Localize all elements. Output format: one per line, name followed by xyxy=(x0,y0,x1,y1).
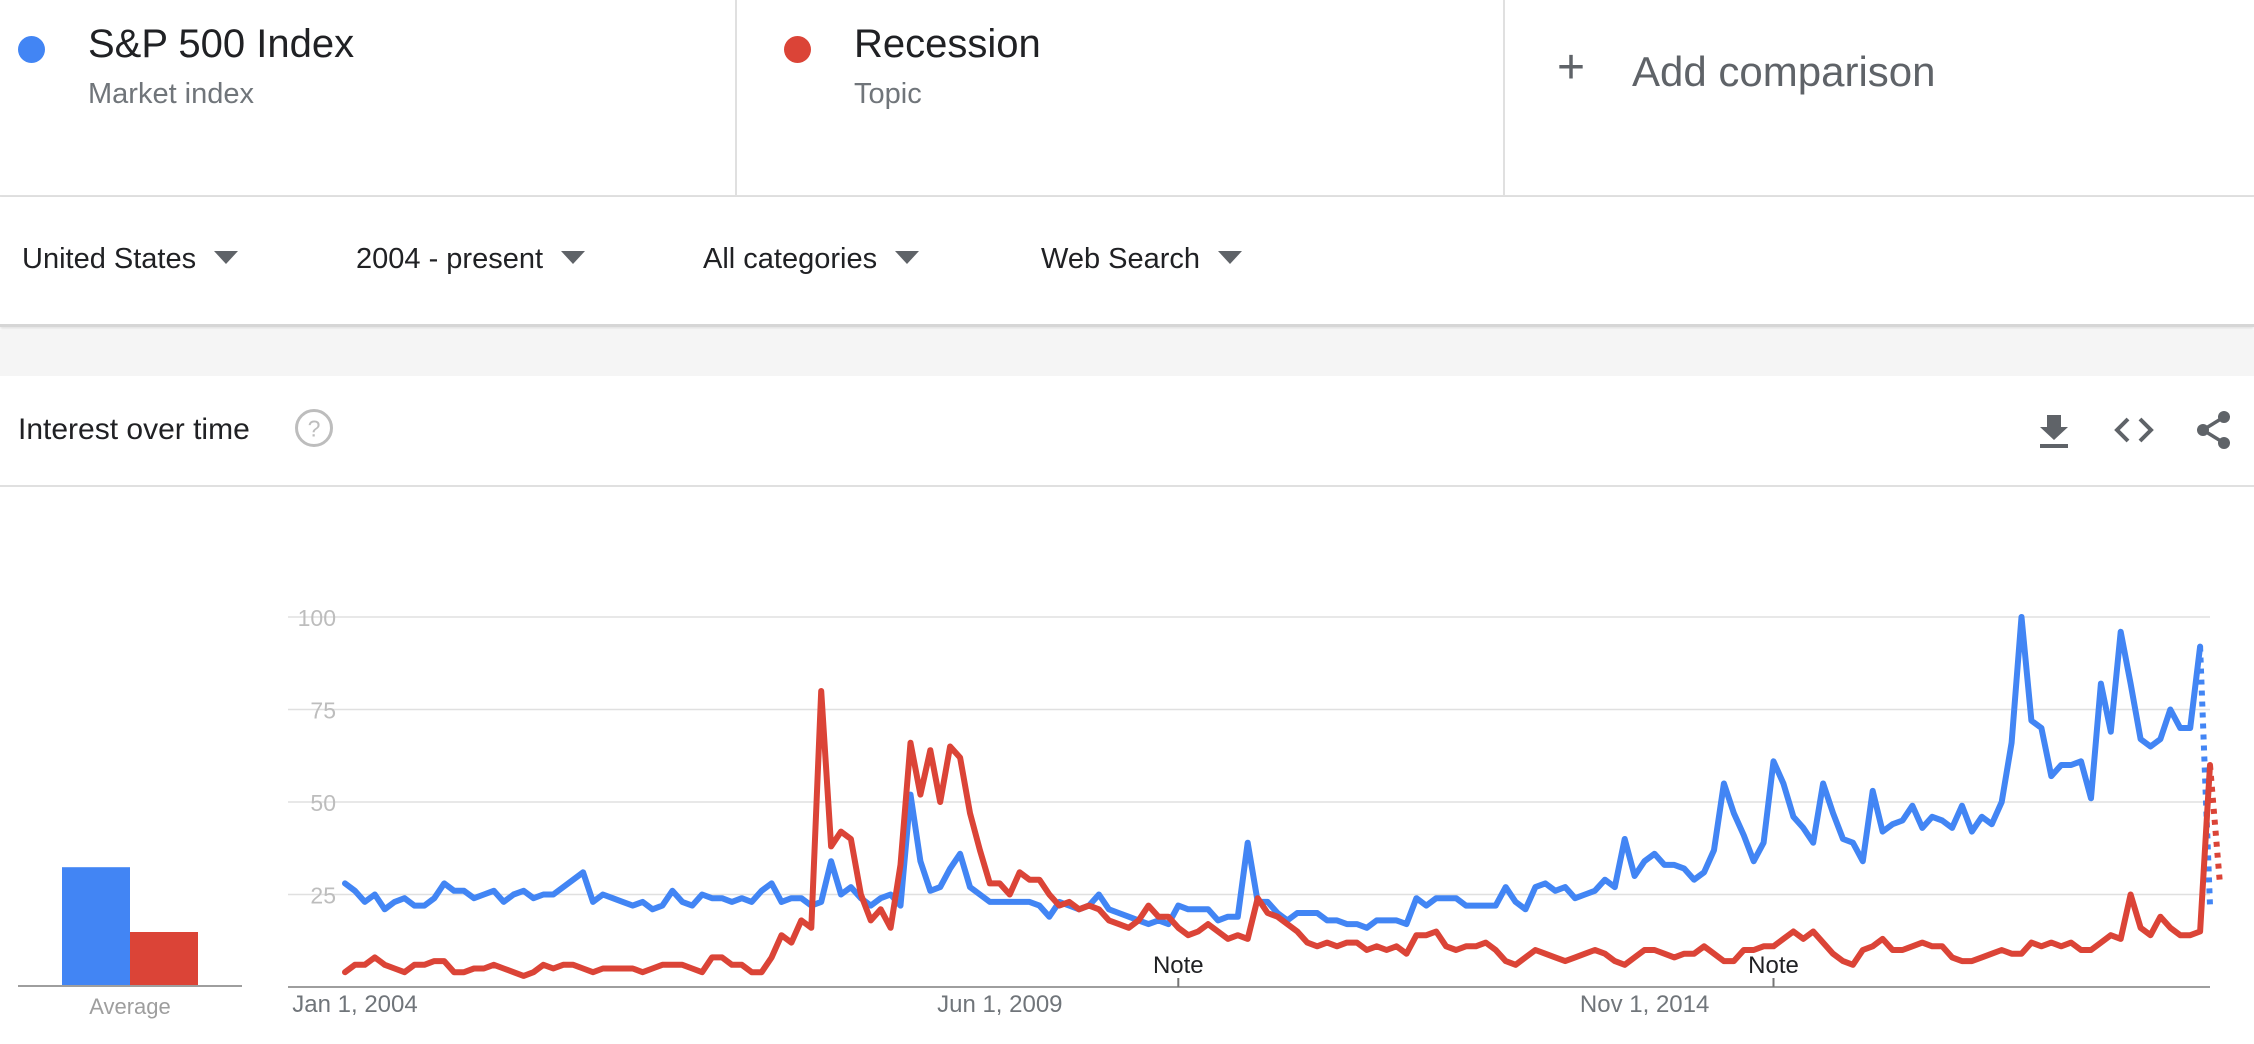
interest-over-time-chart[interactable]: Average 25 50 75 100 Jan 1, 2004 Jun 1, 2009 N… xyxy=(0,376,2254,1044)
series-color-dot xyxy=(18,36,45,63)
section-separator xyxy=(0,330,2254,376)
term-name: S&P 500 Index xyxy=(88,22,355,66)
chevron-down-icon xyxy=(561,250,586,264)
help-icon[interactable]: ? xyxy=(294,408,334,448)
note-label: Note xyxy=(1153,952,1204,979)
filter-bar: United States 2004 - present All categor… xyxy=(0,197,2254,327)
search-property-value: Web Search xyxy=(1041,243,1201,275)
x-tick-label: Jan 1, 2004 xyxy=(292,991,417,1018)
y-tick-label: 75 xyxy=(310,698,336,724)
note-label: Note xyxy=(1748,952,1799,979)
y-tick-label: 25 xyxy=(310,883,336,909)
time-range-value: 2004 - present xyxy=(356,243,544,275)
region-value: United States xyxy=(22,243,197,275)
term-type: Topic xyxy=(854,78,922,110)
add-comparison-label: Add comparison xyxy=(1632,48,1936,95)
region-dropdown[interactable]: United States xyxy=(22,243,239,283)
average-bar xyxy=(62,867,130,986)
partial-data-segment xyxy=(2207,764,2223,884)
average-bar xyxy=(130,932,198,986)
share-icon[interactable] xyxy=(2193,409,2235,451)
term-recession[interactable]: Recession Topic xyxy=(737,0,1505,197)
series-color-dot xyxy=(784,36,811,63)
plus-icon: + xyxy=(1557,41,1586,94)
x-tick-label: Nov 1, 2014 xyxy=(1580,991,1709,1018)
svg-text:?: ? xyxy=(308,416,321,442)
chevron-down-icon xyxy=(214,250,239,264)
time-range-dropdown[interactable]: 2004 - present xyxy=(356,243,586,283)
category-value: All categories xyxy=(703,243,878,275)
series-line-recession xyxy=(342,688,2213,979)
average-label: Average xyxy=(89,994,171,1019)
term-type: Market index xyxy=(88,78,255,110)
chevron-down-icon xyxy=(1218,250,1243,264)
chevron-down-icon xyxy=(895,250,920,264)
card-title: Interest over time xyxy=(18,413,250,446)
average-bars: Average xyxy=(18,867,242,1019)
y-tick-label: 100 xyxy=(298,605,336,631)
chart-labels: 25 50 75 100 Jan 1, 2004 Jun 1, 2009 Nov 1, 20… xyxy=(292,605,1799,1018)
embed-code-icon[interactable] xyxy=(2113,409,2155,451)
category-dropdown[interactable]: All categories xyxy=(703,243,920,283)
chart-series xyxy=(342,614,2223,979)
series-line-sp500 xyxy=(342,614,2204,931)
x-tick-label: Jun 1, 2009 xyxy=(937,991,1062,1018)
term-name: Recession xyxy=(854,22,1041,66)
search-property-dropdown[interactable]: Web Search xyxy=(1041,243,1243,283)
card-header: Interest over time ? xyxy=(0,376,2254,487)
y-tick-label: 50 xyxy=(310,790,336,816)
add-comparison-button[interactable]: + Add comparison xyxy=(1505,0,2254,197)
chart-gridlines xyxy=(288,616,2210,988)
term-sp500[interactable]: S&P 500 Index Market index xyxy=(0,0,737,197)
download-icon[interactable] xyxy=(2033,409,2075,451)
comparison-bar: S&P 500 Index Market index Recession Top… xyxy=(0,0,2254,197)
